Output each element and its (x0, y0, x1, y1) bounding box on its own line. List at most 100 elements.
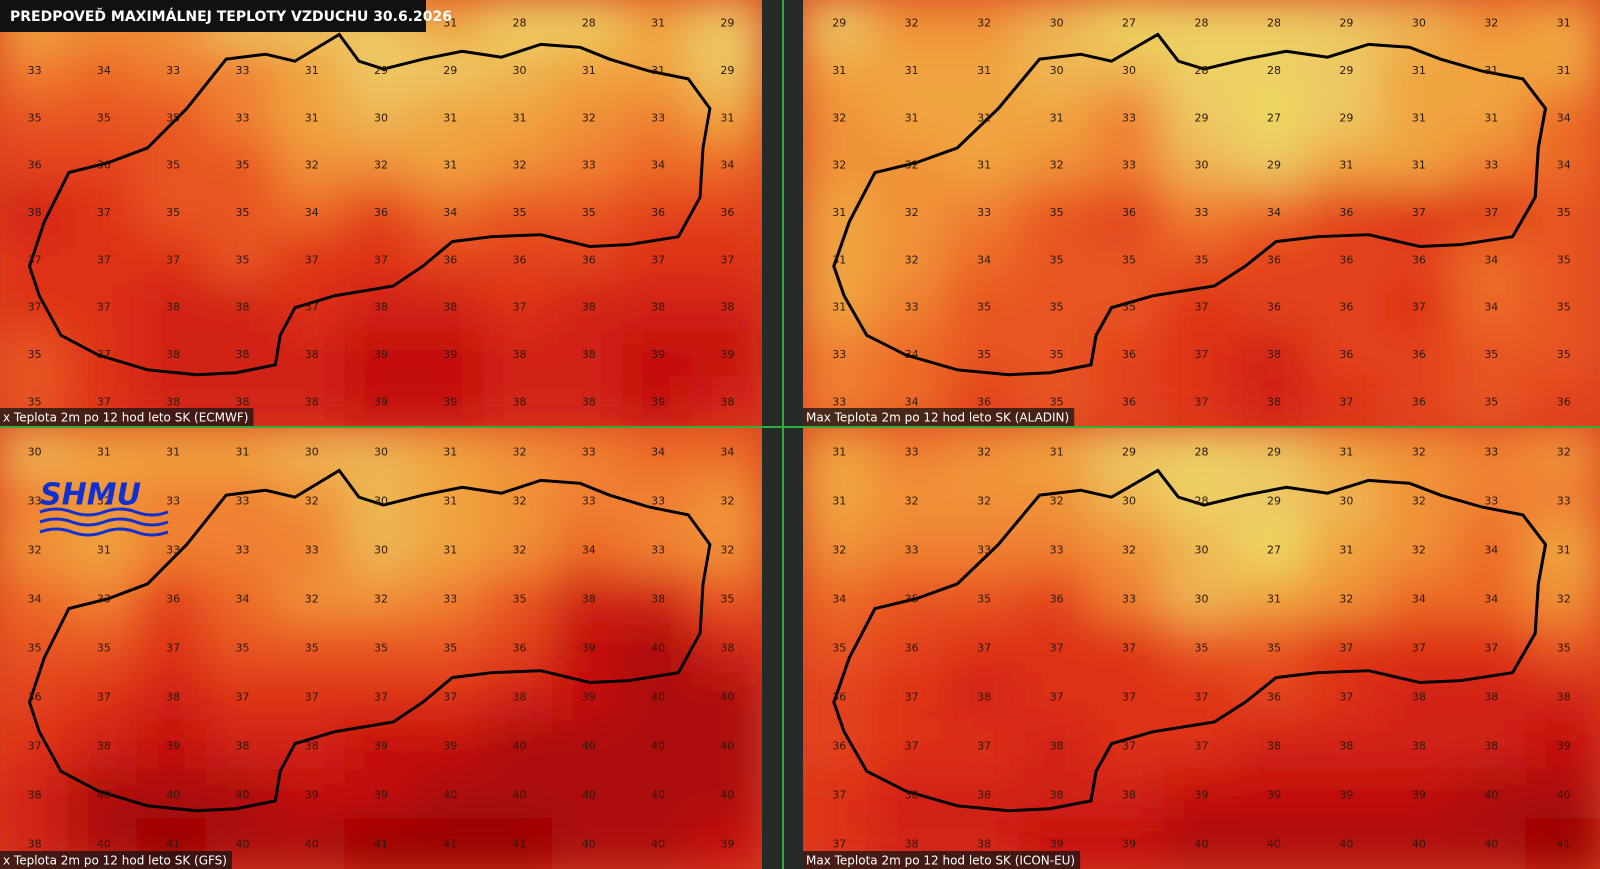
cell (1308, 282, 1385, 334)
temperature-value: 32 (977, 17, 991, 30)
temperature-value: 31 (443, 159, 457, 172)
cell (1453, 140, 1530, 192)
temperature-value: 37 (1050, 642, 1064, 655)
temperature-value: 34 (235, 593, 249, 606)
temperature-value: 32 (977, 446, 991, 459)
cell (0, 428, 72, 479)
temperature-value: 35 (1050, 253, 1064, 266)
temperature-value: 36 (1412, 395, 1426, 408)
cell (1453, 92, 1530, 144)
temperature-value: 36 (1412, 348, 1426, 361)
temperature-value: 38 (166, 301, 180, 314)
cell (205, 524, 280, 577)
temperature-value: 37 (1412, 206, 1426, 219)
temperature-value: 37 (443, 691, 457, 704)
temperature-value: 31 (443, 495, 457, 508)
temperature-value: 34 (1267, 206, 1281, 219)
temperature-value: 36 (1267, 253, 1281, 266)
temperature-value: 38 (977, 789, 991, 802)
cell (0, 140, 72, 192)
temperature-value: 31 (235, 446, 249, 459)
temperature-value: 37 (1195, 348, 1209, 361)
temperature-value: 33 (305, 544, 319, 557)
cell (1163, 282, 1240, 334)
temperature-value: 36 (582, 253, 596, 266)
cell (1090, 818, 1168, 869)
temperature-value: 38 (720, 642, 734, 655)
temperature-value: 36 (97, 159, 111, 172)
cell (1090, 234, 1168, 286)
cell (945, 234, 1023, 286)
cell (1090, 0, 1168, 50)
temperature-value: 34 (651, 159, 665, 172)
temperature-value: 39 (582, 691, 596, 704)
cell (1525, 720, 1600, 773)
temperature-value: 32 (97, 495, 111, 508)
temperature-value: 36 (1122, 206, 1136, 219)
temperature-value: 31 (97, 544, 111, 557)
temperature-value: 38 (1050, 789, 1064, 802)
temperature-value: 36 (1122, 395, 1136, 408)
cell (275, 475, 349, 528)
cell (1525, 92, 1600, 144)
cell (482, 92, 557, 144)
temperature-value: 38 (1484, 691, 1498, 704)
cell (1308, 329, 1385, 381)
cell (945, 187, 1023, 239)
temperature-value: 27 (1267, 111, 1281, 124)
cell (1018, 671, 1095, 724)
temperature-value: 37 (28, 253, 42, 266)
temperature-value: 38 (1267, 395, 1281, 408)
temperature-value: 40 (651, 642, 665, 655)
panel: 29 32 32 30 27 28 28 29 30 32 31 31 31 31 30 30 28 28 29 31… (803, 0, 1600, 426)
temperature-value: 36 (1339, 348, 1353, 361)
temperature-value: 36 (832, 691, 846, 704)
cell (690, 0, 762, 50)
temperature-value: 36 (1557, 395, 1571, 408)
temperature-value: 41 (374, 838, 388, 851)
cell (0, 573, 72, 626)
temperature-value: 34 (1557, 159, 1571, 172)
cell (67, 622, 141, 675)
temperature-value: 37 (97, 348, 111, 361)
cell (275, 573, 349, 626)
temperature-value: 34 (1484, 301, 1498, 314)
cell (803, 573, 878, 626)
temperature-value: 39 (651, 395, 665, 408)
cell (275, 720, 349, 773)
temperature-value: 39 (1412, 789, 1426, 802)
cell (344, 140, 418, 192)
cell (552, 818, 626, 869)
cell (803, 234, 878, 286)
temperature-value: 37 (97, 253, 111, 266)
temperature-value: 40 (651, 789, 665, 802)
cell (945, 428, 1023, 479)
cell (690, 92, 762, 144)
cell (1380, 140, 1458, 192)
label-bg (803, 408, 1075, 426)
temperature-value: 38 (651, 593, 665, 606)
temperature-value: 31 (1339, 159, 1353, 172)
cell (1090, 45, 1168, 97)
temperature-value: 37 (1484, 206, 1498, 219)
cell (873, 622, 950, 675)
temperature-value: 36 (1339, 253, 1353, 266)
temperature-value: 33 (1122, 593, 1136, 606)
temperature-value: 33 (905, 446, 919, 459)
cell (1235, 376, 1313, 426)
cell (1018, 234, 1095, 286)
cell (1090, 187, 1168, 239)
temperature-value: 40 (1412, 838, 1426, 851)
cell (621, 376, 695, 426)
panel-label: Max Teplota 2m po 12 hod leto SK (ICON-E… (803, 851, 1081, 869)
temperature-value: 29 (443, 64, 457, 77)
temperature-value: 33 (235, 544, 249, 557)
temperature-value: 33 (443, 593, 457, 606)
cell (552, 376, 626, 426)
cell (1090, 622, 1168, 675)
cell (344, 428, 418, 479)
cell (552, 329, 626, 381)
cell (1163, 376, 1240, 426)
cell (1380, 475, 1458, 528)
cell (1090, 671, 1168, 724)
